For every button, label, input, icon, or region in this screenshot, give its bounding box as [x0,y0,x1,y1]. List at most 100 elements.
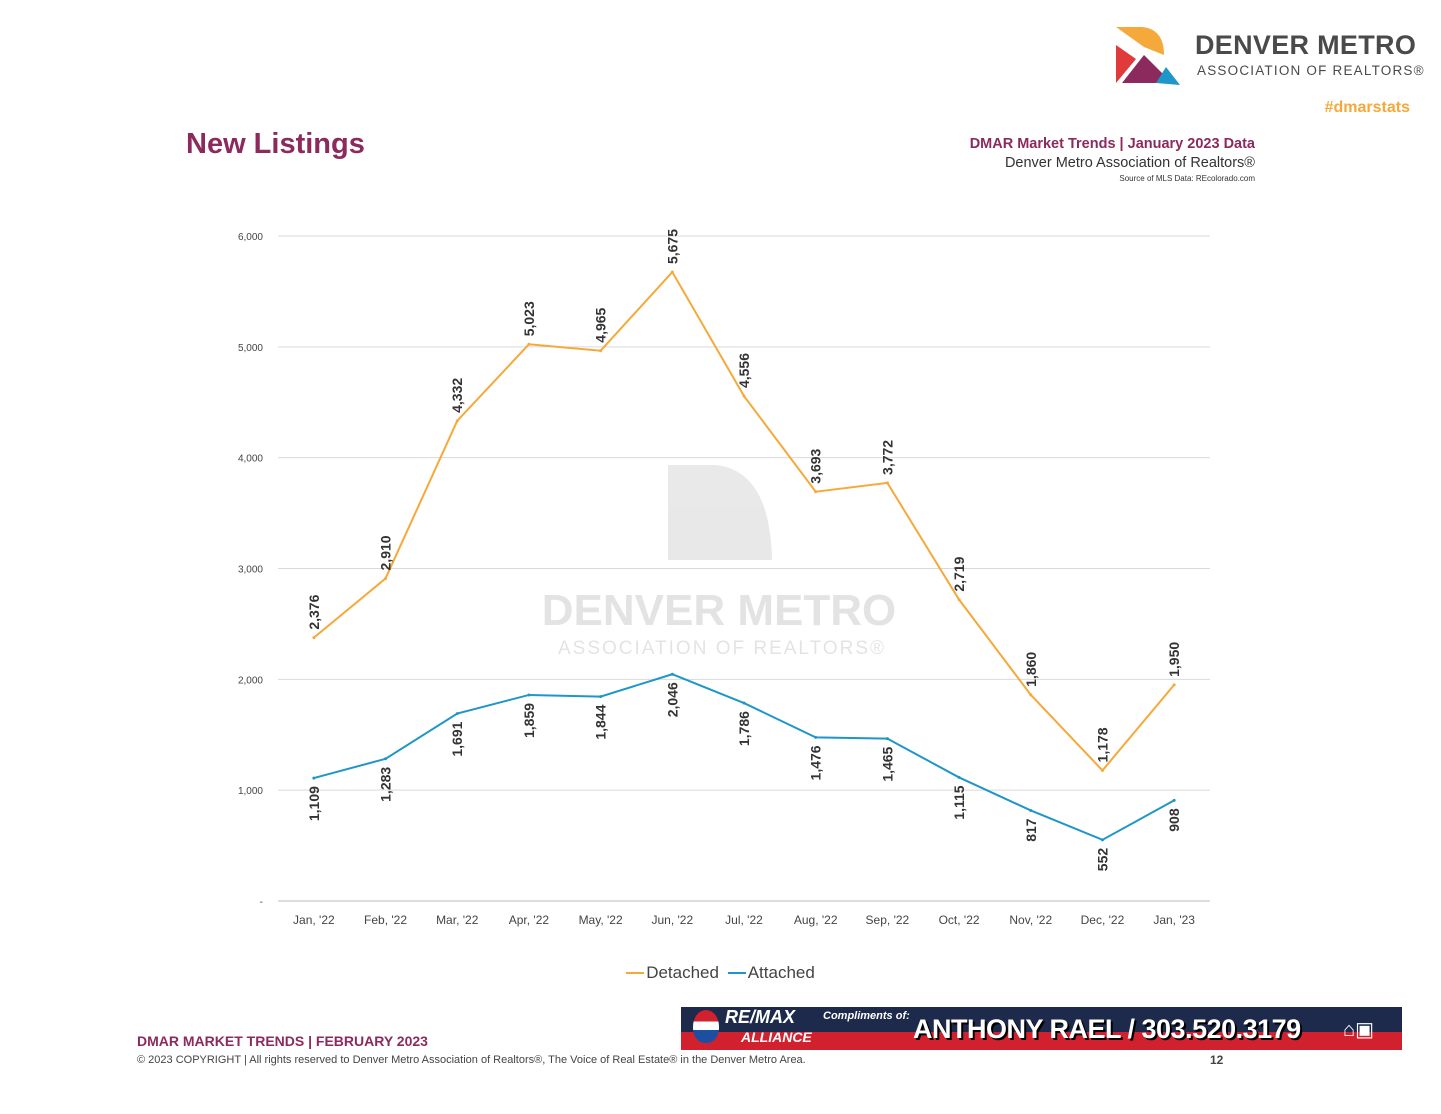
data-label: 4,332 [449,378,465,413]
data-label: 2,910 [378,535,394,570]
data-point [670,672,674,676]
data-point [527,693,531,697]
agent-contact: ANTHONY RAEL / 303.520.3179 [913,1014,1301,1044]
legend-attached: Attached [727,963,815,983]
data-point [384,757,388,761]
data-label: 552 [1094,848,1110,872]
watermark: DENVER METRO ASSOCIATION OF REALTORS® [542,465,896,659]
y-tick-label: 4,000 [238,454,263,465]
data-label: 1,859 [521,703,537,738]
data-label: 1,178 [1094,727,1110,762]
data-point [885,737,889,741]
data-point [455,712,459,716]
data-label: 3,772 [879,440,895,475]
data-point [814,735,818,739]
data-point [957,775,961,779]
y-tick-label: 3,000 [238,565,263,576]
watermark-subtitle: ASSOCIATION OF REALTORS® [558,638,886,659]
data-label: 4,556 [736,353,752,388]
x-tick-label: May, '22 [579,913,623,927]
data-point [814,490,818,494]
legend-label: Attached [747,963,815,982]
data-label: 1,115 [951,785,967,819]
x-tick-label: Dec, '22 [1081,913,1125,927]
data-label: 1,860 [1023,652,1039,687]
x-tick-label: Mar, '22 [436,913,479,927]
org-name: Denver Metro Association of Realtors® [1004,155,1255,171]
data-label: 1,844 [593,704,609,739]
sponsor-banner: RE/MAX ALLIANCE Compliments of: ANTHONY … [681,1007,1402,1050]
data-point [1029,693,1033,697]
y-tick-label: - [260,897,263,908]
data-label: 908 [1166,808,1182,832]
x-tick-label: Jul, '22 [725,913,763,927]
data-point [312,776,316,780]
data-label: 2,719 [951,556,967,591]
x-tick-label: Nov, '22 [1009,913,1052,927]
data-label: 1,476 [808,745,824,780]
data-point [1100,768,1104,772]
data-label: 5,023 [521,301,537,336]
data-label: 1,950 [1166,642,1182,677]
data-label: 1,691 [449,721,465,756]
equal-housing-icon: ⌂▣ [1343,1019,1374,1041]
footer-copyright: © 2023 COPYRIGHT | All rights reserved t… [137,1054,806,1066]
x-tick-label: Sep, '22 [866,913,910,927]
data-label: 1,283 [378,767,394,802]
data-point [1029,808,1033,812]
data-point [742,394,746,398]
line-chart: DENVER METRO ASSOCIATION OF REALTORS® - 1… [238,229,1210,927]
data-point [599,349,603,353]
data-point [312,636,316,640]
data-label: 4,965 [593,307,609,342]
data-label: 2,046 [664,682,680,717]
logo-title: DENVER METRO [1195,30,1417,60]
balloon-icon [693,1010,719,1043]
chart-legend: Detached Attached [0,959,1441,983]
data-point [1100,838,1104,842]
data-point [455,419,459,423]
data-point [384,576,388,580]
y-tick-label: 5,000 [238,343,263,354]
data-point [599,695,603,699]
legend-label: Detached [646,963,719,982]
data-label: 1,465 [879,746,895,781]
data-label: 5,675 [664,229,680,264]
footer-title: DMAR MARKET TRENDS | FEBRUARY 2023 [137,1033,428,1049]
data-label: 3,693 [808,448,824,483]
hashtag: #dmarstats [1324,99,1410,116]
data-source: Source of MLS Data: REcolorado.com [1119,174,1255,183]
x-tick-label: Jan, '23 [1153,913,1195,927]
data-point [1172,798,1176,802]
x-tick-label: Jun, '22 [651,913,693,927]
data-label: 1,109 [306,786,322,821]
data-label: 1,786 [736,711,752,746]
watermark-title: DENVER METRO [542,586,896,635]
page-number: 12 [1210,1053,1224,1067]
logo-subtitle: ASSOCIATION OF REALTORS® [1197,63,1425,78]
report-subtitle: DMAR Market Trends | January 2023 Data [969,136,1255,152]
dmar-logo-icon [1116,27,1180,85]
y-tick-label: 1,000 [238,786,263,797]
page-title: New Listings [186,128,365,160]
brand-name: RE/MAX [725,1007,796,1027]
x-tick-label: Jan, '22 [293,913,335,927]
y-tick-label: 2,000 [238,675,263,686]
data-point [670,270,674,274]
data-label: 2,376 [306,594,322,629]
data-point [527,342,531,346]
data-point [957,598,961,602]
data-point [742,701,746,705]
legend-detached: Detached [626,963,719,983]
data-point [1172,683,1176,687]
series-line-attached [313,673,1175,841]
x-tick-label: Aug, '22 [794,913,838,927]
compliments-label: Compliments of: [823,1010,910,1022]
data-label: 817 [1023,818,1039,842]
x-tick-label: Apr, '22 [509,913,550,927]
data-point [885,481,889,485]
x-tick-label: Feb, '22 [364,913,407,927]
y-tick-label: 6,000 [238,232,263,243]
x-tick-label: Oct, '22 [939,913,980,927]
brand-sub: ALLIANCE [741,1029,812,1045]
